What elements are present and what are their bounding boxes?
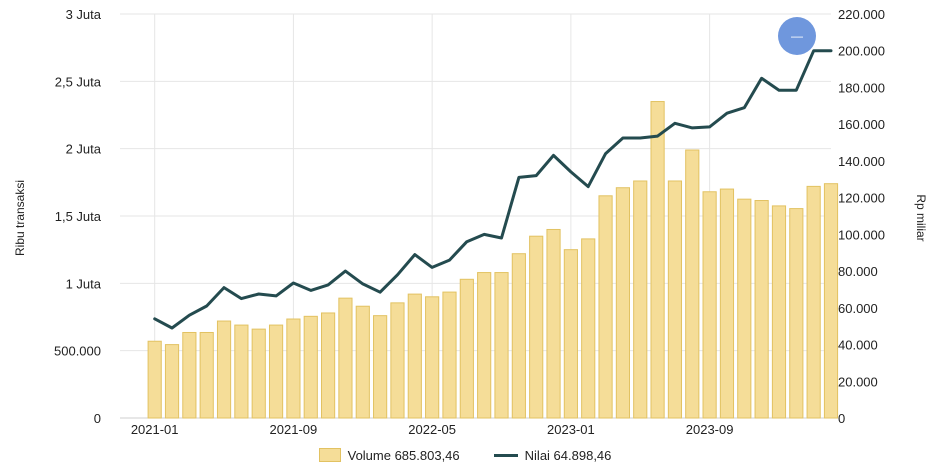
line-swatch-icon xyxy=(493,453,518,457)
left-tick-label: 1 Juta xyxy=(66,276,102,291)
right-tick-label: 60.000 xyxy=(838,301,878,316)
x-tick-label: 2022-05 xyxy=(408,422,456,437)
volume-bar xyxy=(182,331,197,419)
volume-bar xyxy=(407,293,422,419)
volume-bar xyxy=(702,191,717,419)
volume-bar xyxy=(164,344,180,419)
volume-bar xyxy=(633,180,648,419)
y-left-axis-title: Ribu transaksi xyxy=(13,180,27,256)
volume-bar xyxy=(216,320,232,419)
nilai-line xyxy=(153,49,833,330)
left-tick-label: 3 Juta xyxy=(66,7,102,22)
volume-bar xyxy=(667,180,683,419)
volume-bar xyxy=(286,318,301,419)
volume-bar xyxy=(147,340,162,419)
volume-bar xyxy=(546,228,561,419)
x-tick-label: 2023-09 xyxy=(686,422,734,437)
volume-bar xyxy=(806,185,821,419)
left-tick-label: 2,5 Juta xyxy=(55,74,102,89)
left-axis-ticks: 0 500.000 1 Juta 1,5 Juta 2 Juta 2,5 Juta 3 Ju… xyxy=(54,7,102,426)
volume-bar xyxy=(789,208,804,419)
volume-bar xyxy=(685,149,700,419)
right-tick-label: 180.000 xyxy=(838,80,885,95)
volume-bar xyxy=(771,205,787,419)
right-tick-label: 200.000 xyxy=(838,44,885,59)
volume-bar xyxy=(754,200,769,419)
volume-bar xyxy=(650,101,665,419)
y-right-axis-title: Rp miliar xyxy=(914,194,928,241)
right-tick-label: 100.000 xyxy=(838,227,885,242)
right-tick-label: 160.000 xyxy=(838,117,885,132)
volume-bar xyxy=(477,272,492,419)
blue-circle-handle-icon[interactable] xyxy=(778,17,816,55)
left-tick-label: 500.000 xyxy=(54,344,101,359)
right-tick-label: 40.000 xyxy=(838,338,878,353)
legend-label-volume: Volume 685.803,46 xyxy=(347,447,460,463)
volume-bar xyxy=(303,315,318,419)
right-tick-label: 0 xyxy=(838,411,845,426)
volume-bar xyxy=(581,238,596,419)
left-tick-label: 0 xyxy=(94,411,101,426)
volume-bar xyxy=(823,183,839,419)
legend-item-nilai[interactable]: Nilai 64.898,46 xyxy=(493,447,612,463)
volume-bar xyxy=(563,249,578,419)
volume-bar xyxy=(459,278,474,419)
slider-handle[interactable]: — xyxy=(778,17,816,55)
volume-bar xyxy=(598,195,613,419)
volume-bars xyxy=(147,101,839,419)
right-axis-ticks: 0 20.000 40.000 60.000 80.000 100.000 120.000 1… xyxy=(838,7,885,426)
volume-bar xyxy=(494,272,509,419)
left-tick-label: 1,5 Juta xyxy=(55,209,102,224)
x-tick-label: 2021-01 xyxy=(131,422,179,437)
handle-label: — xyxy=(791,29,803,43)
volume-bar xyxy=(321,312,336,419)
legend-item-volume[interactable]: Volume 685.803,46 xyxy=(318,447,460,463)
right-tick-label: 140.000 xyxy=(838,154,885,169)
x-tick-label: 2021-09 xyxy=(270,422,318,437)
left-tick-label: 2 Juta xyxy=(66,142,102,157)
volume-bar xyxy=(511,253,526,419)
volume-bar xyxy=(268,324,284,419)
volume-bar xyxy=(373,315,388,419)
volume-bar xyxy=(529,235,544,419)
volume-bar xyxy=(425,296,440,419)
right-tick-label: 20.000 xyxy=(838,374,878,389)
volume-bar xyxy=(615,187,630,419)
volume-bar xyxy=(234,324,249,419)
volume-bar xyxy=(338,297,353,419)
legend-label-nilai: Nilai 64.898,46 xyxy=(524,447,612,463)
volume-bar xyxy=(199,331,214,419)
volume-bar xyxy=(442,291,457,419)
nilai-line-series xyxy=(153,49,833,330)
right-tick-label: 80.000 xyxy=(838,264,878,279)
volume-bar xyxy=(390,302,405,419)
x-tick-label: 2023-01 xyxy=(547,422,595,437)
x-axis-ticks: 2021-01 2021-09 2022-05 2023-01 2023-09 xyxy=(131,422,734,437)
volume-bar xyxy=(719,188,735,419)
bar-swatch-icon xyxy=(318,448,341,462)
right-tick-label: 120.000 xyxy=(838,191,885,206)
legend: Volume 685.803,46 Nilai 64.898,46 xyxy=(0,443,930,467)
volume-bar xyxy=(355,305,370,419)
volume-bar xyxy=(737,198,752,419)
right-tick-label: 220.000 xyxy=(838,7,885,22)
volume-bar xyxy=(251,328,266,419)
